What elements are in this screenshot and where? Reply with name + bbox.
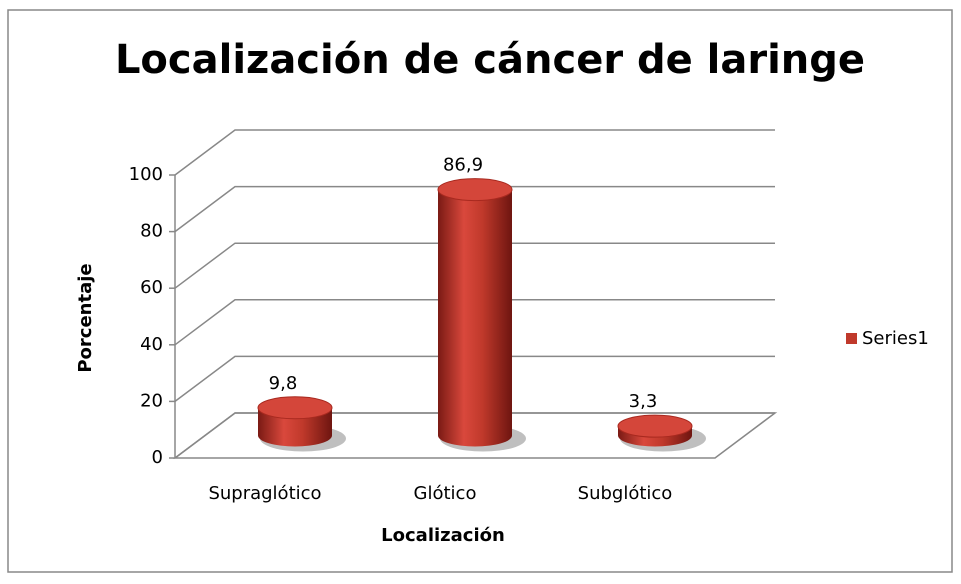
- y-tick-label: 100: [129, 164, 163, 185]
- x-tick-label: Subglótico: [578, 483, 673, 504]
- legend-label: Series1: [862, 328, 929, 349]
- grid-line: [174, 299, 775, 346]
- y-tick-label: 80: [140, 221, 163, 242]
- y-axis-label: Porcentaje: [75, 263, 96, 372]
- bar: [618, 426, 692, 447]
- grid-line: [174, 129, 775, 176]
- legend-swatch: [846, 333, 857, 344]
- x-tick-label: Supraglótico: [208, 483, 321, 504]
- bar-top: [257, 396, 333, 420]
- bar: [438, 189, 512, 447]
- grid-line: [174, 355, 775, 402]
- chart-title: Localización de cáncer de laringe: [115, 37, 865, 83]
- data-label: 9,8: [269, 373, 298, 394]
- x-tick-label: Glótico: [414, 483, 477, 504]
- y-tick-label: 40: [140, 334, 163, 355]
- y-tick-label: 20: [140, 390, 163, 411]
- x-axis-label: Localización: [381, 525, 505, 546]
- grid-line: [174, 242, 775, 289]
- data-label: 3,3: [629, 391, 658, 412]
- y-tick-label: 60: [140, 277, 163, 298]
- bar-top: [437, 178, 513, 202]
- grid-line: [174, 185, 775, 233]
- bar-top: [617, 414, 693, 438]
- grid-line: [174, 412, 775, 459]
- data-label: 86,9: [443, 155, 483, 176]
- y-tick-label: 0: [152, 447, 163, 468]
